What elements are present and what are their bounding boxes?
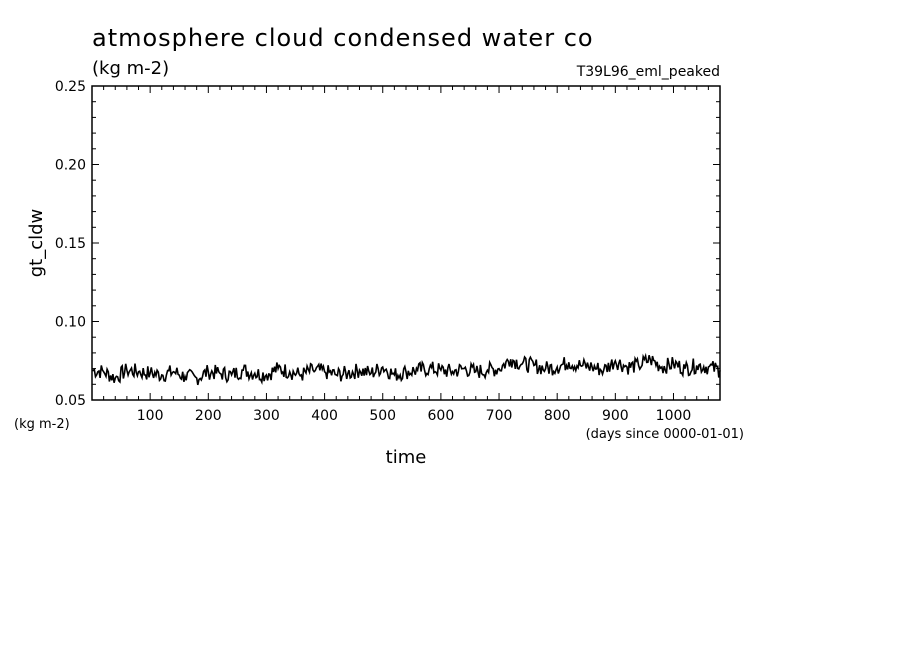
x-tick-label: 900 [602,408,629,424]
series-line [91,352,721,386]
y-tick-label: 0.15 [55,236,86,252]
x-tick-label: 100 [137,408,164,424]
y-axis-label: gt_cldw [26,209,47,278]
chart-subtitle: (kg m-2) [92,58,169,79]
x-tick-labels: 100 200 300 400 500 600 700 800 900 1000 [137,408,692,424]
x-axis-label: time [386,447,427,468]
y-tick-label: 0.20 [55,158,86,174]
x-tick-label: 800 [544,408,571,424]
y-tick-label: 0.10 [55,315,86,331]
x-tick-label: 1000 [656,408,692,424]
y-tick-label: 0.05 [55,393,86,409]
x-tick-label: 200 [195,408,222,424]
x-unit-label: (days since 0000-01-01) [586,427,744,442]
y-unit-label: (kg m-2) [14,417,70,432]
axis-ticks [92,86,720,400]
run-label: T39L96_eml_peaked [576,64,720,80]
x-tick-label: 400 [311,408,338,424]
x-tick-label: 300 [253,408,280,424]
x-tick-label: 600 [428,408,455,424]
chart-title: atmosphere cloud condensed water co [92,24,594,52]
x-tick-label: 700 [486,408,513,424]
y-tick-label: 0.25 [55,79,86,95]
x-tick-label: 500 [369,408,396,424]
plot-frame [91,85,721,401]
y-tick-labels: 0.05 0.10 0.15 0.20 0.25 [55,79,86,409]
